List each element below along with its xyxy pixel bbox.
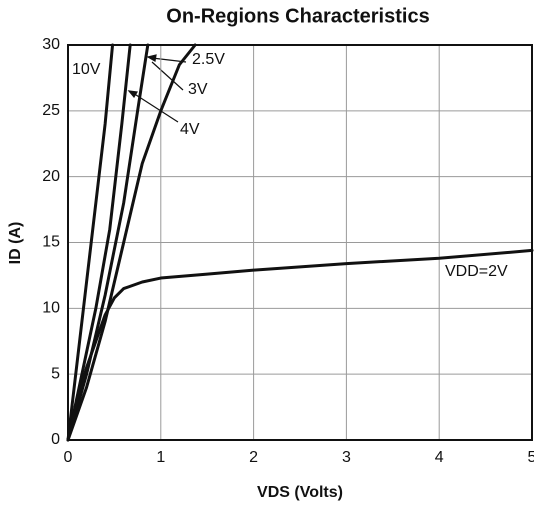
curve	[66, 43, 132, 442]
series-label: 3V	[188, 81, 208, 98]
series-label: VDD=2V	[445, 263, 508, 280]
chart-title: On-Regions Characteristics	[166, 5, 429, 27]
y-tick-label: 20	[42, 168, 60, 185]
curve	[66, 248, 534, 442]
y-tick-label: 5	[51, 365, 60, 382]
x-tick-label: 4	[435, 449, 444, 466]
series-label: 10V	[72, 61, 101, 78]
x-axis-label: VDS (Volts)	[257, 484, 343, 501]
x-tick-label: 3	[342, 449, 351, 466]
series-label: 4V	[180, 121, 200, 138]
x-tick-label: 0	[64, 449, 73, 466]
y-axis-label: ID (A)	[7, 222, 24, 265]
curve	[66, 43, 150, 442]
series-label: 2.5V	[192, 51, 225, 68]
y-tick-label: 0	[51, 431, 60, 448]
curve	[66, 43, 197, 442]
y-tick-label: 30	[42, 36, 60, 53]
y-tick-label: 15	[42, 234, 60, 251]
y-tick-label: 10	[42, 300, 60, 317]
curve	[66, 43, 115, 442]
x-tick-label: 1	[156, 449, 165, 466]
x-tick-label: 5	[528, 449, 534, 466]
plot-frame	[67, 44, 533, 441]
x-tick-label: 2	[249, 449, 258, 466]
y-tick-label: 25	[42, 102, 60, 119]
